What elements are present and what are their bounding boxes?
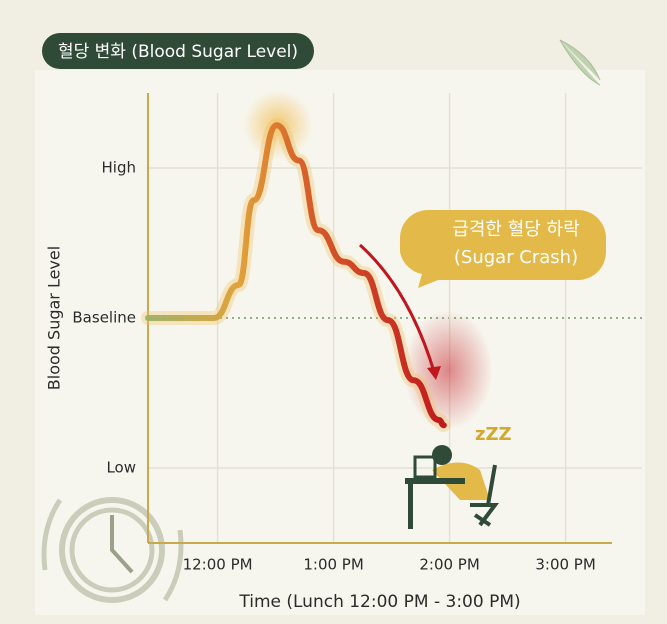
sleep-text: zZZ bbox=[475, 424, 512, 445]
callout-text: 급격한 혈당 하락 bbox=[452, 219, 579, 240]
panel bbox=[35, 70, 645, 615]
callout-text: (Sugar Crash) bbox=[454, 247, 578, 268]
x-tick-label: 12:00 PM bbox=[183, 556, 253, 574]
title-pill bbox=[42, 33, 314, 69]
x-tick-label: 1:00 PM bbox=[303, 556, 363, 574]
leaf bbox=[559, 39, 601, 86]
y-axis-label: Blood Sugar Level bbox=[45, 246, 64, 390]
x-tick-label: 2:00 PM bbox=[419, 556, 479, 574]
sleeping-person-icon bbox=[405, 445, 499, 529]
y-tick-label: High bbox=[102, 159, 136, 177]
chart-title: 혈당 변화 (Blood Sugar Level) bbox=[58, 42, 298, 62]
x-axis-label: Time (Lunch 12:00 PM - 3:00 PM) bbox=[238, 592, 520, 612]
arrow-head bbox=[427, 366, 441, 380]
crash-arrow bbox=[358, 243, 437, 376]
y-tick-label: Baseline bbox=[72, 309, 136, 327]
x-tick-label: 3:00 PM bbox=[535, 556, 595, 574]
y-tick-label: Low bbox=[106, 459, 136, 477]
clock-icon bbox=[41, 497, 184, 603]
callout bbox=[400, 210, 606, 288]
line bbox=[145, 122, 447, 429]
